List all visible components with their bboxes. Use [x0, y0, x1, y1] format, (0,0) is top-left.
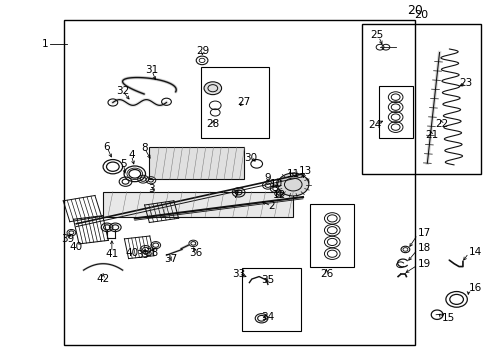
Text: 17: 17: [417, 228, 430, 238]
Bar: [361, 24, 480, 174]
Text: 41: 41: [105, 249, 118, 259]
Text: 12: 12: [272, 190, 285, 200]
Text: 37: 37: [163, 255, 177, 265]
Text: 24: 24: [368, 120, 381, 130]
Text: 29: 29: [196, 46, 209, 56]
Text: 22: 22: [434, 119, 447, 129]
Text: 15: 15: [441, 313, 454, 323]
Text: 23: 23: [459, 78, 472, 88]
Text: 5: 5: [120, 159, 126, 169]
Text: 6: 6: [103, 142, 110, 152]
Bar: [149, 147, 244, 179]
Text: 39: 39: [61, 234, 74, 244]
Text: 8: 8: [141, 143, 147, 153]
Text: 13: 13: [298, 166, 311, 176]
Text: 38: 38: [145, 248, 158, 258]
Text: 14: 14: [468, 247, 481, 257]
Text: 42: 42: [96, 274, 109, 284]
Text: 3: 3: [148, 184, 155, 194]
Text: 32: 32: [116, 86, 129, 96]
Text: 26: 26: [319, 269, 332, 279]
Text: 28: 28: [206, 119, 219, 129]
Text: 40: 40: [125, 248, 139, 258]
Text: 10: 10: [269, 179, 282, 189]
Text: 34: 34: [261, 312, 274, 322]
Circle shape: [203, 82, 221, 95]
Text: 4: 4: [128, 150, 134, 160]
Text: 11: 11: [286, 169, 299, 179]
Circle shape: [277, 173, 308, 196]
Text: 7: 7: [232, 190, 239, 200]
Text: 1: 1: [42, 39, 49, 49]
Text: 30: 30: [244, 153, 256, 163]
Text: 18: 18: [417, 243, 430, 253]
Text: 2: 2: [267, 201, 274, 211]
Bar: [64, 21, 414, 345]
Bar: [103, 192, 293, 217]
Text: 33: 33: [231, 269, 245, 279]
Text: 31: 31: [145, 66, 158, 75]
Text: 21: 21: [425, 130, 438, 140]
Text: 20: 20: [407, 4, 422, 17]
Text: 39: 39: [136, 250, 149, 260]
Text: 20: 20: [413, 10, 427, 20]
Text: 25: 25: [369, 31, 382, 40]
Bar: [378, 86, 412, 138]
Text: 27: 27: [236, 98, 250, 108]
Bar: [200, 67, 268, 138]
Bar: [242, 268, 300, 331]
Text: 35: 35: [261, 275, 274, 285]
Text: 40: 40: [70, 242, 82, 252]
Text: 16: 16: [468, 283, 481, 293]
Bar: [310, 204, 353, 266]
Text: 9: 9: [264, 173, 271, 183]
Text: 19: 19: [417, 259, 430, 269]
Text: 36: 36: [189, 248, 202, 258]
